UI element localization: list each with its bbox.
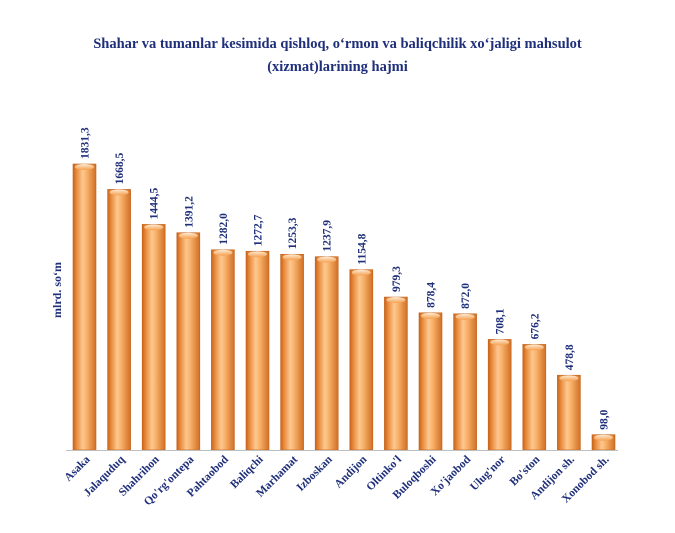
bar (418, 312, 443, 451)
bar-cap (559, 375, 579, 382)
bar (522, 344, 547, 451)
bar (314, 256, 339, 451)
bars-group: 1831,3Asaka1668,5Jalaquduq1444,5Shahriho… (62, 127, 616, 508)
value-label: 1253,3 (287, 217, 299, 249)
bar-cap (490, 339, 510, 346)
value-label: 1154,8 (356, 233, 368, 264)
bar-cap (75, 164, 94, 170)
bar-cap (144, 224, 164, 231)
bar-cap (248, 251, 267, 258)
bar (245, 250, 270, 451)
bar-cap (317, 256, 337, 263)
bar-cap (109, 189, 129, 196)
value-label: 676,2 (529, 313, 541, 339)
category-label: Asaka (62, 453, 92, 483)
bar (384, 296, 408, 451)
value-label: 1272,7 (253, 214, 265, 246)
value-label: 872,0 (460, 283, 472, 309)
value-label: 1831,3 (80, 127, 92, 159)
chart-title-line-2: (xizmat)larining hajmi (267, 59, 408, 75)
bar (176, 232, 201, 451)
value-label: 979,3 (391, 266, 403, 292)
bar (453, 313, 477, 451)
bar (280, 253, 304, 451)
value-label: 1444,5 (149, 188, 161, 220)
bar-cap (386, 297, 406, 304)
value-label: 1282,0 (218, 213, 230, 245)
bar-cap (351, 269, 371, 276)
bar-cap (282, 254, 302, 261)
bar (211, 249, 235, 451)
bar (557, 374, 581, 451)
category-label: Ulug'nor (468, 454, 508, 494)
chart-title: Shahar va tumanlar kesimida qishloq, o‘r… (0, 33, 675, 79)
y-axis-label: mlrd. so‘m (50, 262, 64, 318)
value-label: 98,0 (599, 409, 611, 429)
bar-cap (524, 344, 544, 351)
value-label: 478,8 (564, 344, 576, 370)
bar (487, 339, 512, 451)
category-label: Izboskan (295, 453, 336, 494)
value-label: 878,4 (426, 282, 438, 308)
bar (141, 224, 166, 451)
category-label: Bo'ston (508, 453, 543, 488)
bar-cap (594, 434, 613, 441)
bar (349, 269, 374, 451)
value-label: 1668,5 (114, 153, 126, 185)
bar-cap (421, 312, 440, 319)
value-label: 1237,9 (322, 220, 334, 252)
value-label: 708,1 (495, 308, 507, 334)
bar-cap (213, 249, 233, 256)
bar-cap (455, 313, 475, 320)
bar-cap (178, 232, 198, 239)
bar (107, 189, 131, 451)
chart-title-line-1: Shahar va tumanlar kesimida qishloq, o‘r… (93, 36, 582, 52)
value-label: 1391,2 (183, 196, 195, 228)
bar (72, 163, 97, 451)
